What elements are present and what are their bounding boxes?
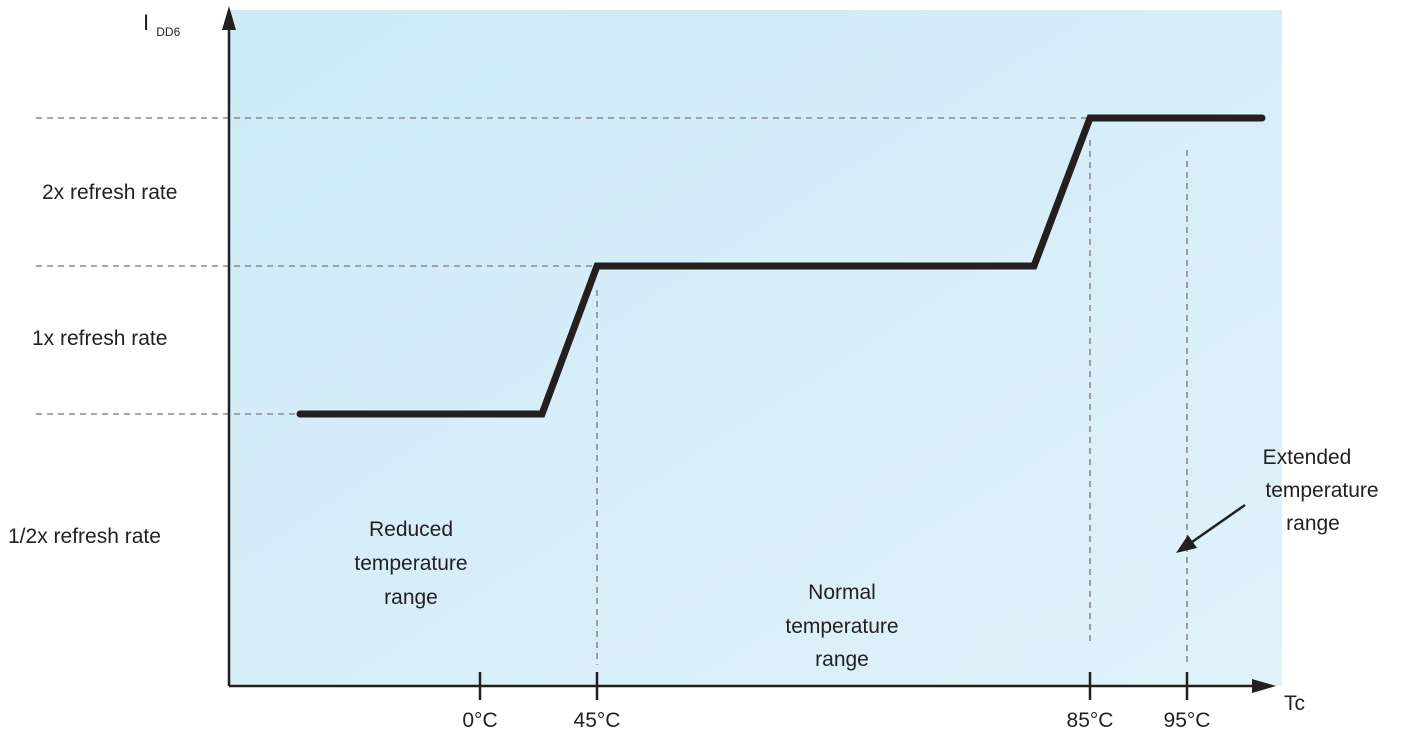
- extended-range-line-1: Extended: [1263, 446, 1352, 469]
- reduced-range-line-1: Reduced: [369, 518, 453, 541]
- y-axis-arrowhead: [222, 6, 236, 30]
- tick-label-85c: 85°C: [1067, 709, 1114, 732]
- reduced-range-line-3: range: [384, 586, 438, 609]
- tick-label-95c: 95°C: [1164, 709, 1211, 732]
- tick-label-45c: 45°C: [574, 709, 621, 732]
- extended-range-arrowhead: [1176, 535, 1197, 553]
- normal-range-line-2: temperature: [785, 615, 898, 638]
- y-axis-label-sub: DD6: [156, 25, 180, 39]
- normal-range-line-3: range: [815, 648, 869, 671]
- idd6-step-curve: [296, 114, 1266, 418]
- y-axis-label-main: I: [143, 10, 149, 35]
- tick-label-0c: 0°C: [462, 709, 497, 732]
- plot-background: [229, 10, 1282, 686]
- y-axis-label: I DD6: [143, 10, 181, 39]
- extended-range-line-2: temperature: [1265, 479, 1378, 502]
- reduced-range-line-2: temperature: [354, 552, 467, 575]
- level-2x-label: 2x refresh rate: [42, 181, 177, 204]
- x-axis-label: Tc: [1284, 692, 1305, 715]
- normal-range-line-1: Normal: [808, 581, 876, 604]
- extended-range-pointer: [1191, 503, 1246, 544]
- extended-range-line-3: range: [1286, 512, 1340, 535]
- level-half-label: 1/2x refresh rate: [8, 525, 161, 548]
- level-1x-label: 1x refresh rate: [32, 327, 167, 350]
- x-axis-arrowhead: [1252, 679, 1276, 693]
